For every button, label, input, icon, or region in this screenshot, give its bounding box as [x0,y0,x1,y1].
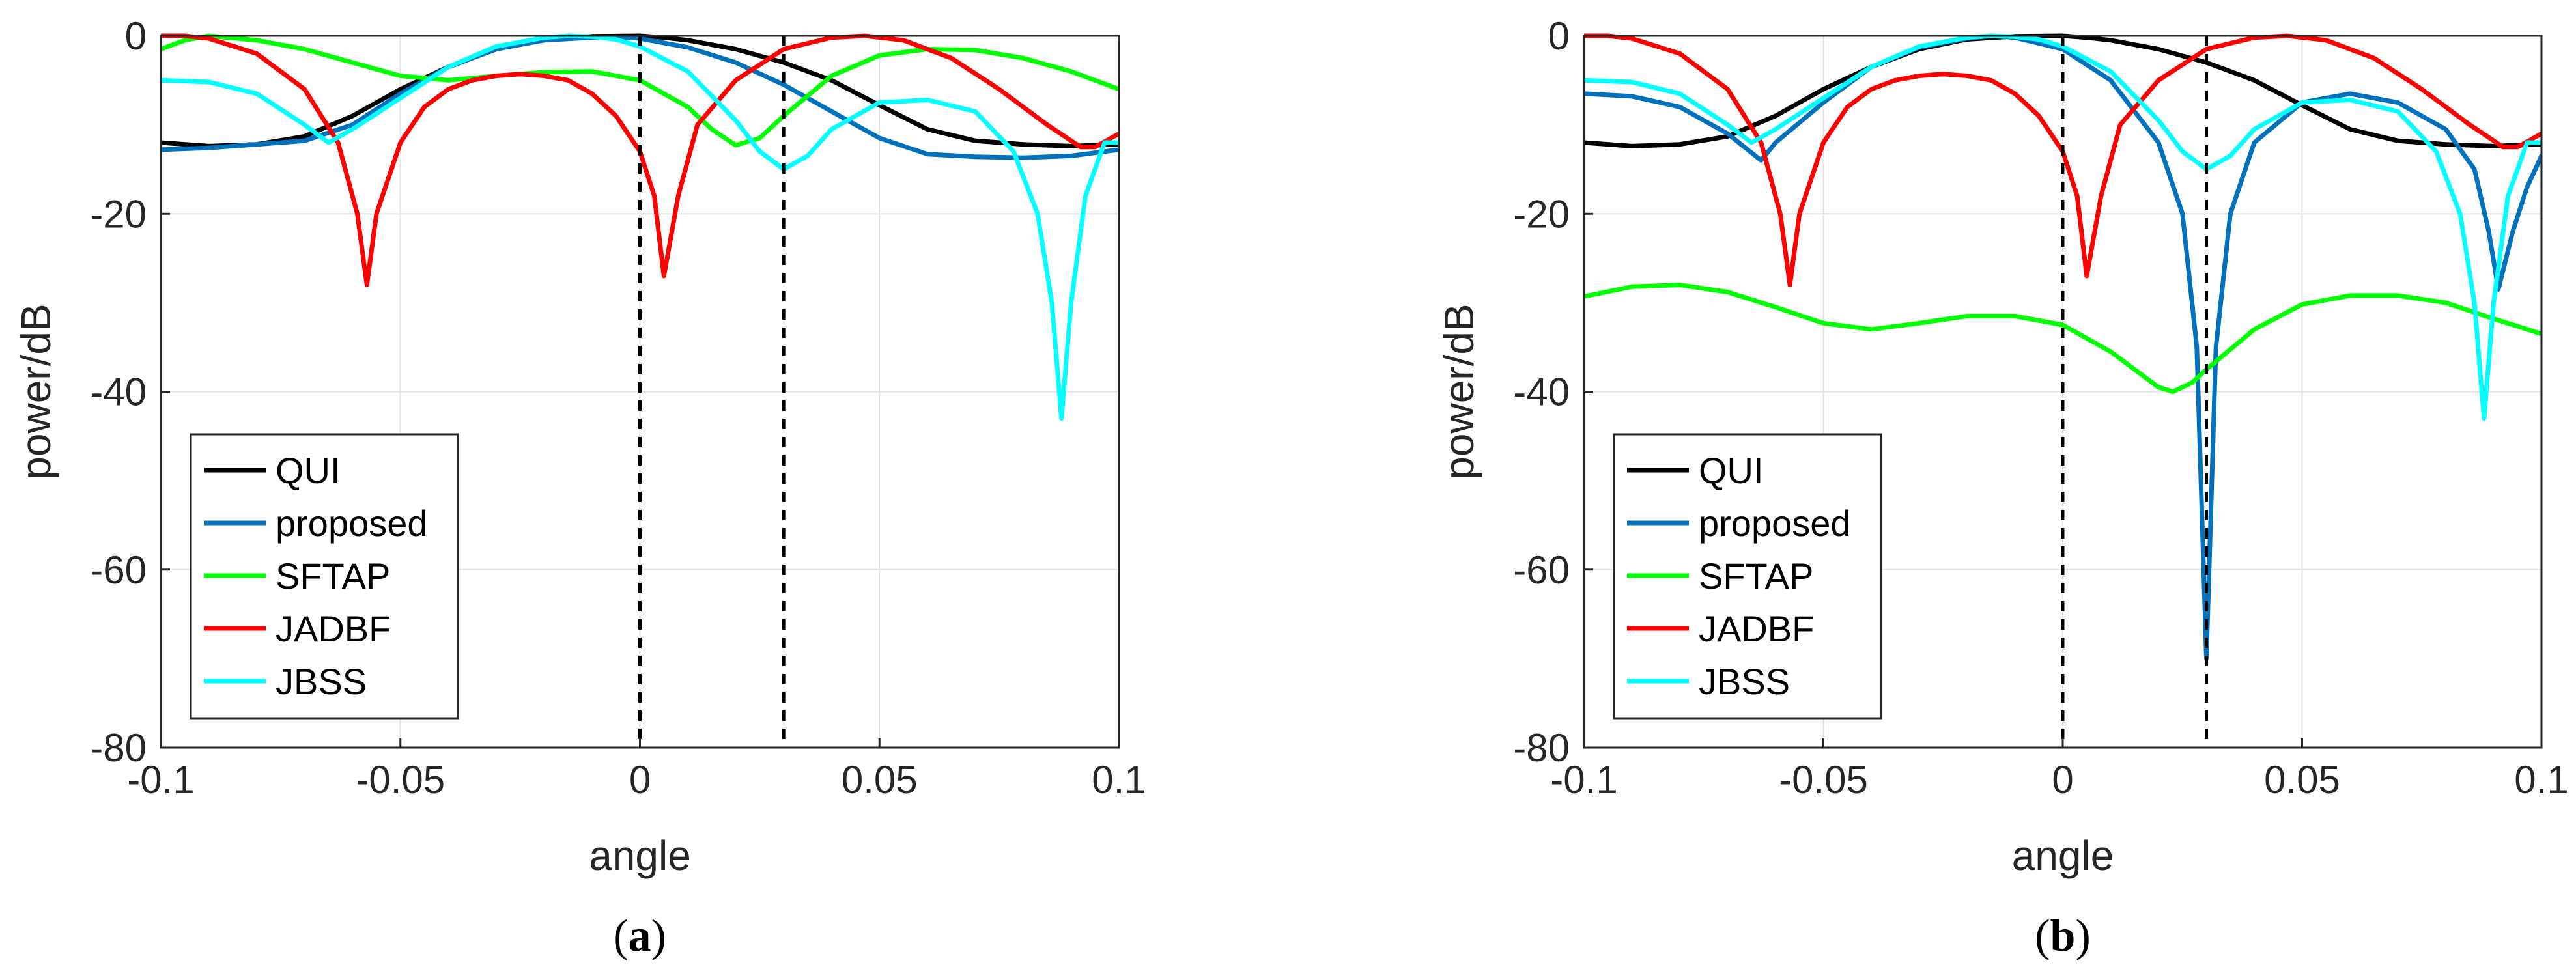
y-tick-label: -40 [90,371,147,414]
x-tick-label: -0.1 [127,758,194,802]
y-tick-label: -20 [90,192,147,236]
x-tick-label: -0.1 [1550,758,1617,802]
legend-label-jadbf: JADBF [276,608,391,649]
series-line-sftap [161,33,1119,148]
y-tick-label: -80 [90,726,147,770]
y-axis-label: power/dB [1436,303,1482,479]
series-line-proposed [161,34,1119,160]
series-line-proposed [1584,33,2541,661]
caption-letter: a [629,911,651,961]
x-tick-label: 0.05 [2264,758,2340,802]
legend-label-proposed: proposed [1699,503,1851,544]
y-tick-label: -60 [1513,548,1570,592]
x-tick-label: -0.05 [356,758,445,802]
y-tick-label: -80 [1513,726,1570,770]
legend-label-jbss: JBSS [276,661,367,702]
legend-label-qui: QUI [1699,450,1764,491]
legend-label-jadbf: JADBF [1699,608,1814,649]
caption-open-paren: ( [613,911,628,961]
panel-caption: (b) [2035,911,2091,961]
series-line-sftap [1584,283,2541,394]
series-line-jbss [1584,33,2541,421]
y-tick-label: -40 [1513,371,1570,414]
series-group [1584,33,2541,661]
caption-letter: b [2050,911,2076,961]
x-axis-label: angle [589,832,691,879]
legend-label-proposed: proposed [276,503,428,544]
x-tick-label: 0.1 [2514,758,2568,802]
series-line-jbss [161,33,1119,421]
x-tick-label: 0 [2052,758,2073,802]
legend-label-qui: QUI [276,450,341,491]
caption-open-paren: ( [2035,911,2050,961]
caption-close-paren: ) [2075,911,2090,961]
chart-panel-a: -0.1 -0.05 0 0.05 0.1 -80 -60 -40 -20 0 angle power… [12,14,1146,961]
y-tick-label: -60 [90,548,147,592]
legend-label-jbss: JBSS [1699,661,1790,702]
x-tick-label: -0.05 [1779,758,1868,802]
chart-panel-b: -0.1 -0.05 0 0.05 0.1 -80 -60 -40 -20 0 angle power… [1436,14,2569,961]
x-axis-label: angle [2012,832,2114,879]
x-tick-label: 0.05 [842,758,918,802]
legend-label-sftap: SFTAP [276,555,390,596]
y-tick-label: 0 [1548,14,1570,58]
caption-close-paren: ) [651,911,666,961]
panel-caption: (a) [613,911,666,961]
y-axis-label: power/dB [12,303,59,479]
x-tick-label: 0.1 [1092,758,1146,802]
y-tick-label: -20 [1513,192,1570,236]
series-line-jadbf [161,33,1119,287]
legend-label-sftap: SFTAP [1699,555,1813,596]
y-tick-label: 0 [125,14,147,58]
series-line-jadbf [1584,33,2541,287]
x-tick-label: 0 [629,758,651,802]
